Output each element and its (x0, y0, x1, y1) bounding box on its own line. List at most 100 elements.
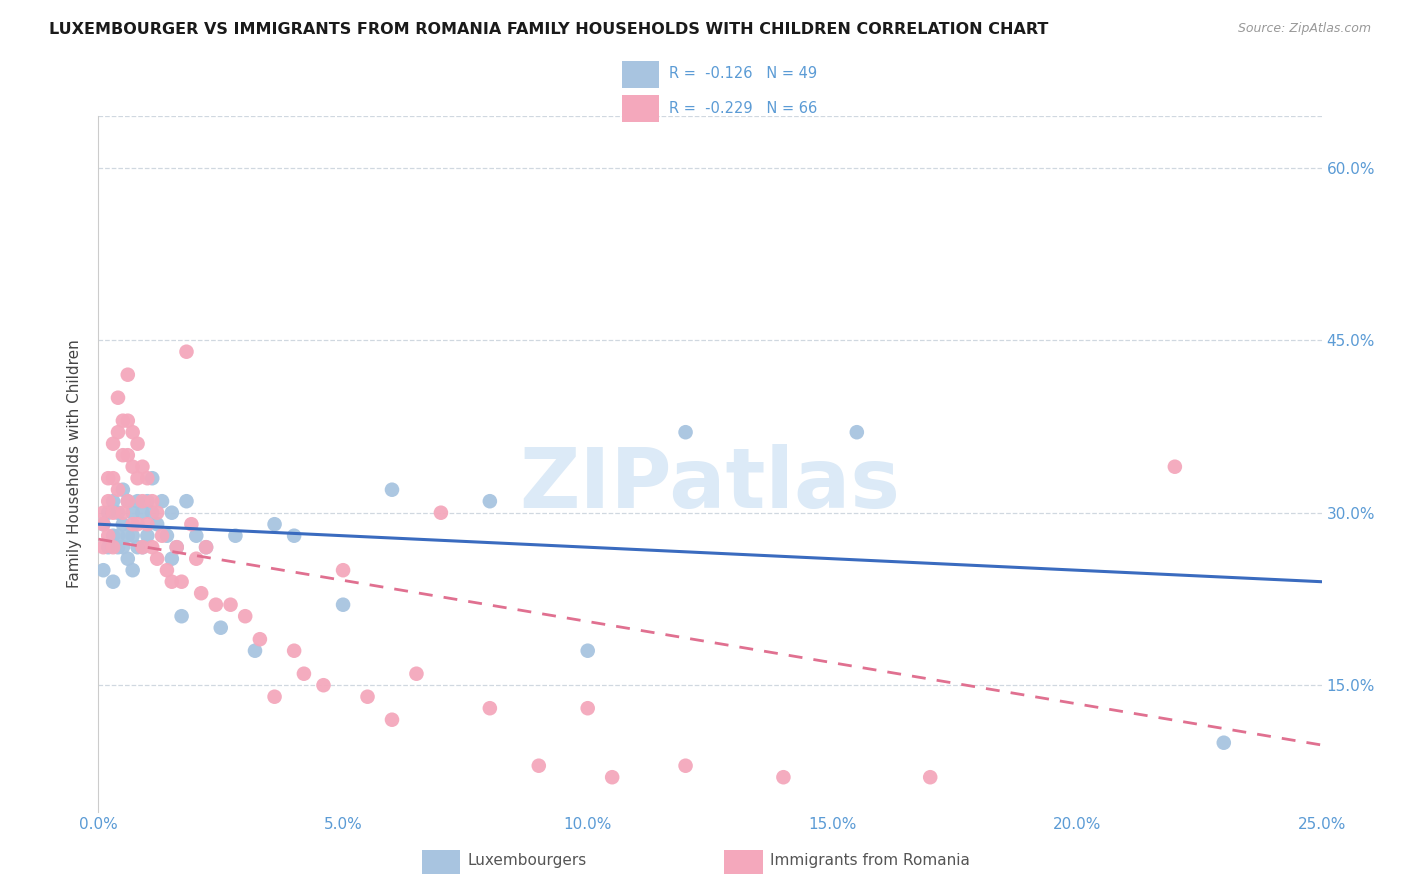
Text: Source: ZipAtlas.com: Source: ZipAtlas.com (1237, 22, 1371, 36)
Point (180, 517, 202, 532)
Point (190, 586, 212, 600)
Bar (422, 849, 461, 874)
Point (195, 540, 218, 554)
Point (160, 574, 183, 589)
Point (121, 425, 143, 440)
Point (136, 471, 159, 485)
Point (576, 701, 599, 715)
Point (107, 540, 129, 554)
Point (356, 690, 378, 704)
Point (117, 448, 139, 462)
Point (920, 770, 942, 784)
Point (150, 494, 173, 508)
Point (91, 540, 114, 554)
Point (263, 690, 285, 704)
Point (160, 551, 183, 566)
Text: Luxembourgers: Luxembourgers (467, 854, 586, 868)
Bar (621, 95, 659, 122)
Point (772, 770, 794, 784)
Point (117, 529, 139, 543)
Point (675, 758, 697, 772)
Point (101, 436, 124, 450)
Point (283, 529, 305, 543)
Point (97, 506, 120, 520)
Point (600, 770, 623, 784)
Y-axis label: Family Households with Children: Family Households with Children (67, 340, 83, 588)
Point (170, 609, 193, 624)
Text: R =  -0.229   N = 66: R = -0.229 N = 66 (669, 101, 817, 116)
Point (117, 551, 139, 566)
Point (292, 666, 315, 681)
Point (127, 540, 149, 554)
Text: LUXEMBOURGER VS IMMIGRANTS FROM ROMANIA FAMILY HOUSEHOLDS WITH CHILDREN CORRELAT: LUXEMBOURGER VS IMMIGRANTS FROM ROMANIA … (49, 22, 1049, 37)
Point (156, 563, 179, 577)
Text: ZIPatlas: ZIPatlas (520, 444, 900, 525)
Point (146, 551, 169, 566)
Point (107, 529, 129, 543)
Point (283, 644, 305, 658)
Point (1164, 459, 1187, 474)
Point (176, 344, 198, 359)
Point (111, 483, 134, 497)
Point (405, 666, 427, 681)
Point (675, 425, 697, 440)
Point (97, 529, 120, 543)
Point (166, 540, 188, 554)
Text: Immigrants from Romania: Immigrants from Romania (770, 854, 970, 868)
Point (1212, 736, 1234, 750)
Point (845, 425, 868, 440)
Point (576, 644, 599, 658)
Point (127, 494, 149, 508)
Bar (621, 62, 659, 87)
Point (91, 506, 114, 520)
Point (127, 471, 149, 485)
Point (131, 540, 153, 554)
Point (263, 517, 285, 532)
Point (131, 494, 153, 508)
Point (121, 563, 143, 577)
Point (101, 540, 124, 554)
Point (101, 529, 124, 543)
Point (111, 506, 134, 520)
Point (141, 494, 163, 508)
Point (527, 758, 550, 772)
Point (141, 471, 163, 485)
Point (332, 598, 354, 612)
Point (101, 471, 124, 485)
Point (111, 517, 134, 532)
Point (127, 517, 149, 532)
Point (233, 609, 256, 624)
Text: R =  -0.126   N = 49: R = -0.126 N = 49 (669, 67, 817, 81)
Point (97, 471, 120, 485)
Point (478, 701, 501, 715)
Point (195, 540, 218, 554)
Point (205, 598, 228, 612)
Point (121, 459, 143, 474)
Point (166, 540, 188, 554)
Point (111, 414, 134, 428)
Point (131, 506, 153, 520)
Point (107, 483, 129, 497)
Point (186, 551, 208, 566)
Point (101, 574, 124, 589)
Point (121, 529, 143, 543)
Point (121, 517, 143, 532)
Point (107, 425, 129, 440)
Point (117, 368, 139, 382)
Point (219, 598, 242, 612)
Point (91, 517, 114, 532)
Point (111, 448, 134, 462)
Point (97, 494, 120, 508)
Point (131, 540, 153, 554)
Point (117, 414, 139, 428)
Point (101, 494, 124, 508)
Point (249, 632, 271, 647)
Point (381, 483, 404, 497)
Bar (724, 849, 763, 874)
Point (136, 529, 159, 543)
Point (156, 529, 179, 543)
Point (111, 540, 134, 554)
Point (176, 494, 198, 508)
Point (136, 494, 159, 508)
Point (107, 391, 129, 405)
